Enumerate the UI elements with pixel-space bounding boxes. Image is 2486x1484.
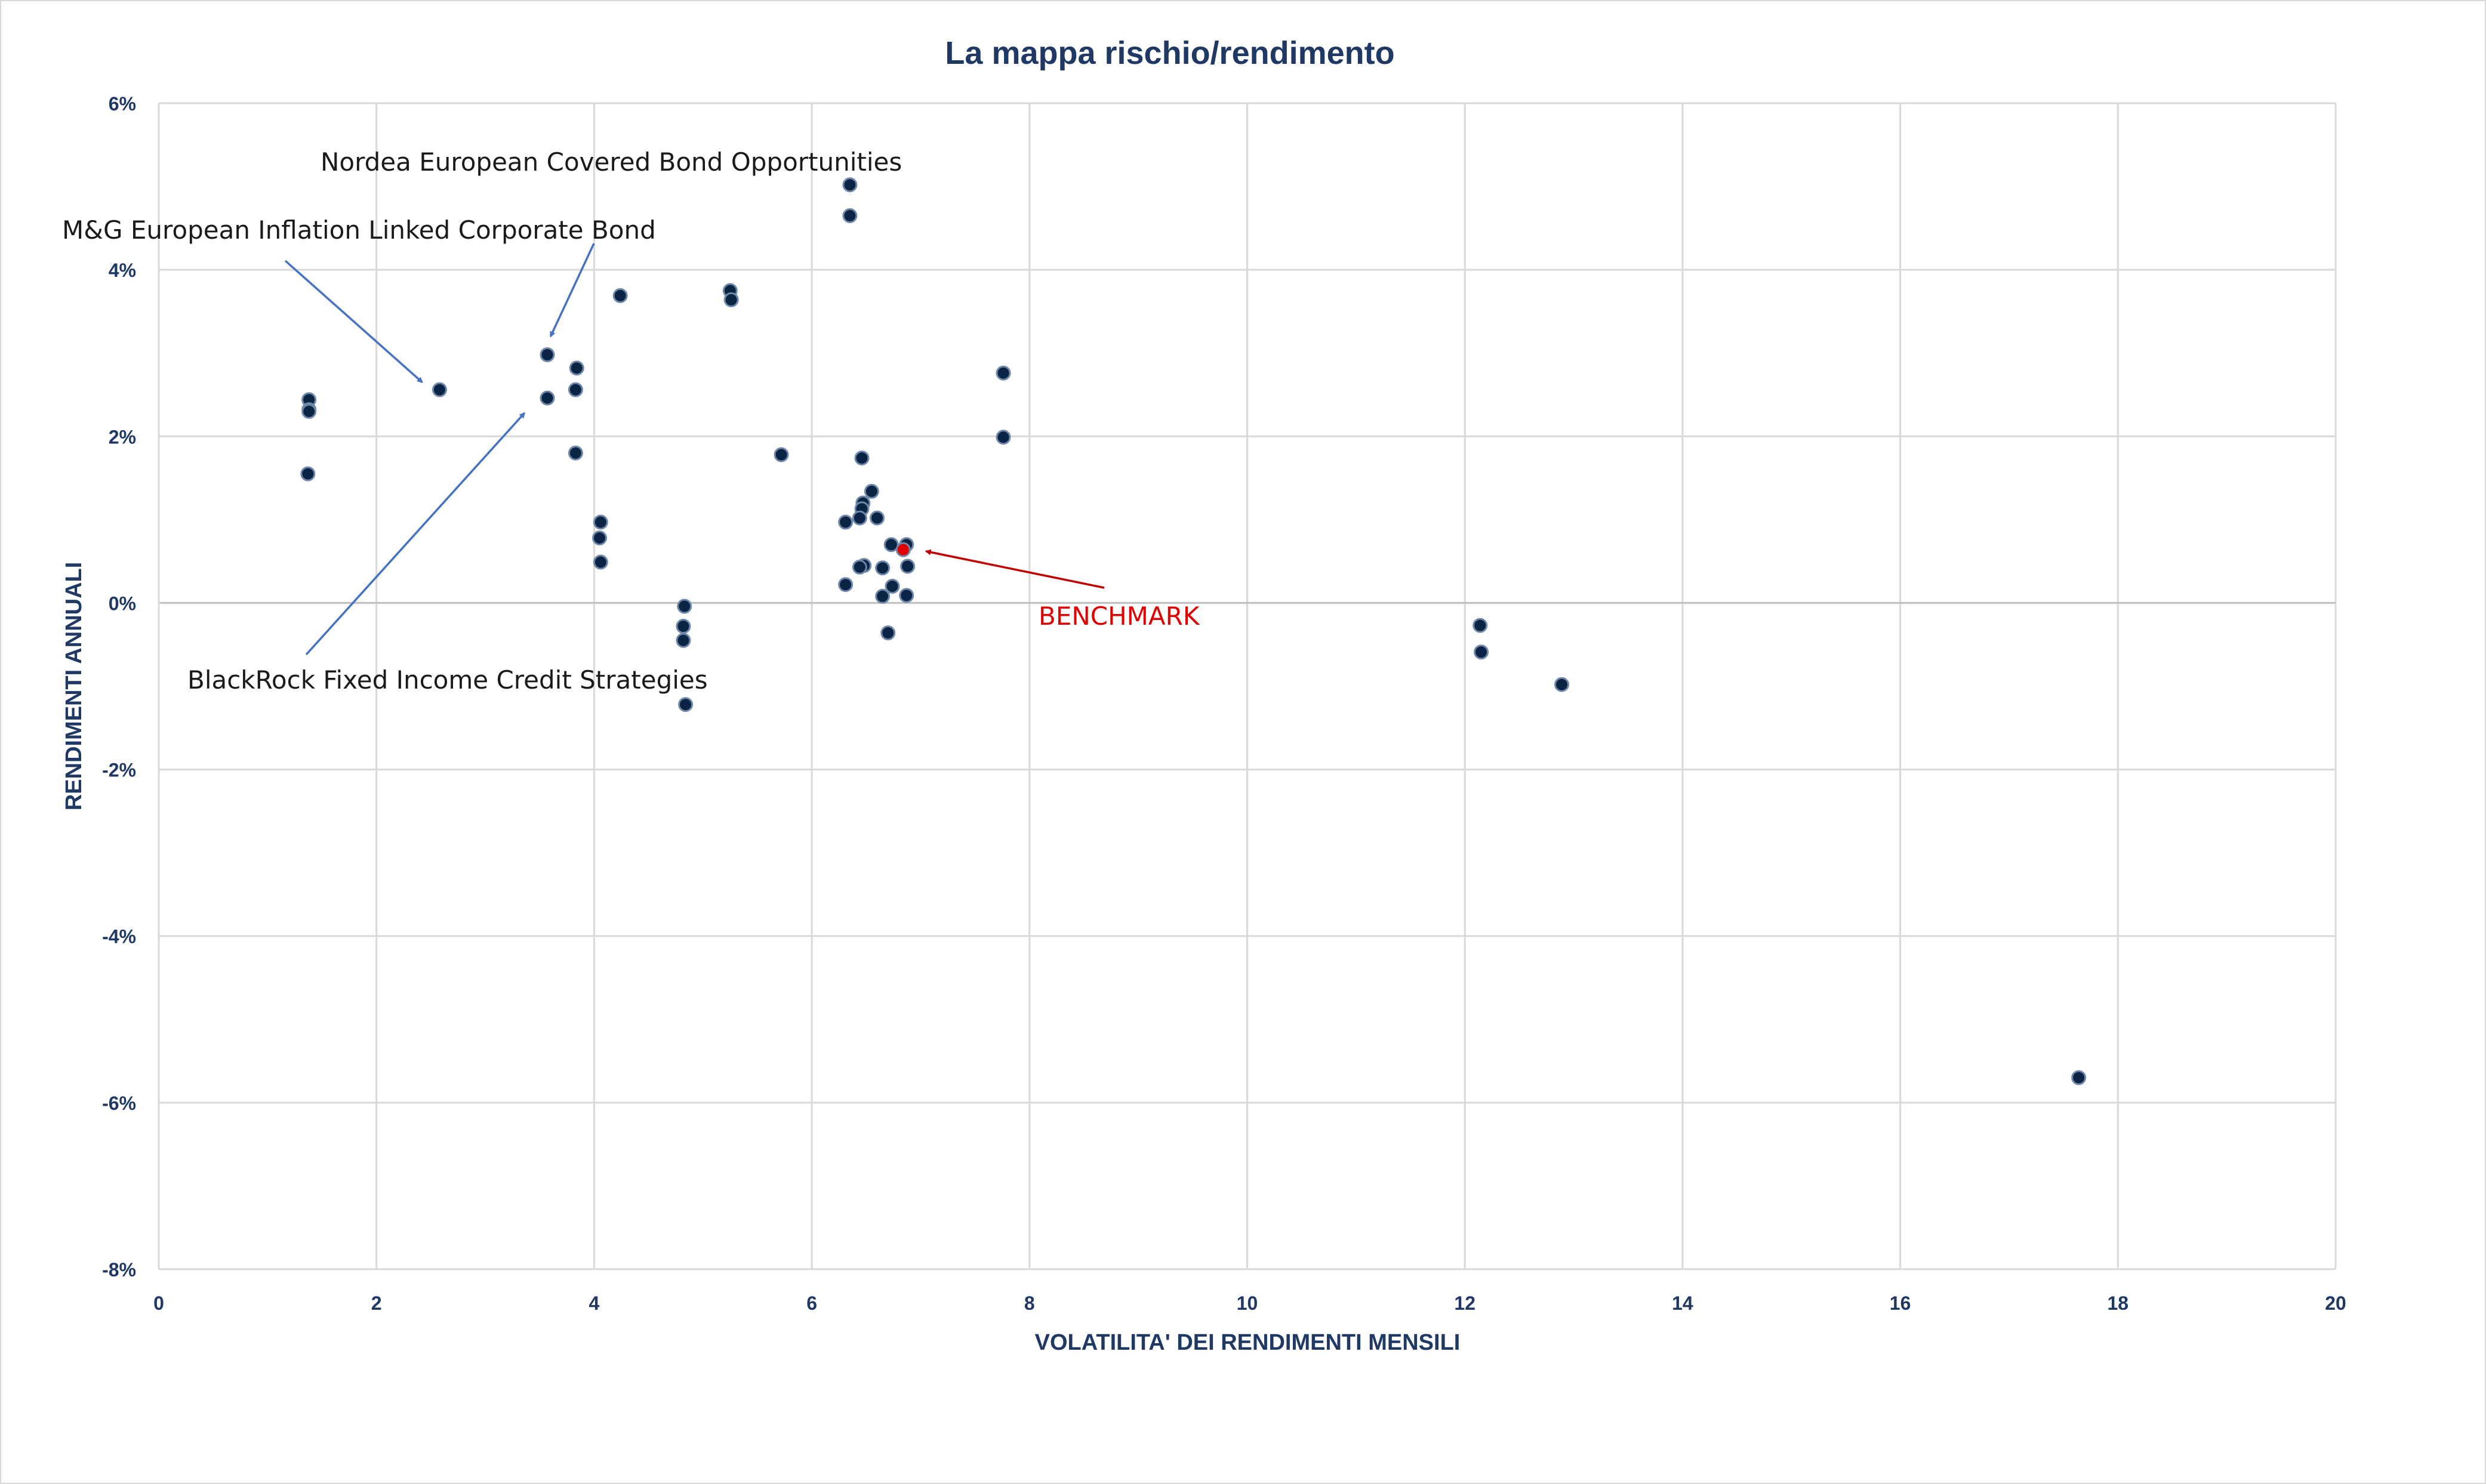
gridlines (158, 102, 2337, 1270)
data-point (1474, 644, 1489, 660)
data-point (852, 559, 867, 575)
annotation-arrow (925, 549, 1105, 589)
x-tick-label: 16 (1890, 1292, 1911, 1314)
tick-labels: 0 2 4 6 8 10 12 14 16 18 20 6% 4% 2% 0% -2% -4% -6% -8% (102, 93, 2346, 1314)
data-point (432, 382, 447, 397)
data-point (854, 451, 870, 466)
data-point (569, 360, 584, 376)
data-point (568, 382, 583, 397)
x-tick-label: 2 (371, 1292, 382, 1314)
chart-title: La mappa rischio/rendimento (945, 35, 1394, 71)
annotations: Nordea European Covered Bond Opportuniti… (62, 147, 1200, 695)
data-point (875, 588, 891, 604)
y-tick-label: -6% (102, 1093, 136, 1114)
data-point (540, 347, 555, 363)
data-points (300, 177, 2087, 1085)
y-tick-label: 2% (109, 426, 136, 448)
y-tick-label: 0% (109, 593, 136, 614)
data-point (852, 510, 867, 526)
x-tick-label: 0 (153, 1292, 164, 1314)
x-tick-label: 12 (1454, 1292, 1475, 1314)
data-point (300, 466, 316, 482)
data-point (593, 554, 608, 570)
data-point (838, 577, 854, 593)
data-point (870, 510, 885, 526)
data-point (2071, 1070, 2087, 1085)
data-point (899, 588, 914, 603)
y-tick-label: -4% (102, 926, 136, 948)
data-point (864, 483, 879, 499)
x-tick-label: 4 (589, 1292, 600, 1314)
data-point (593, 514, 608, 530)
data-point (612, 288, 628, 303)
x-tick-label: 18 (2108, 1292, 2129, 1314)
data-point (568, 445, 583, 461)
data-point (677, 598, 692, 614)
data-point (301, 403, 317, 419)
data-point (676, 619, 691, 634)
annotation-arrow (549, 243, 595, 338)
data-point (1554, 677, 1569, 692)
y-tick-label: -8% (102, 1259, 136, 1281)
data-point (678, 697, 694, 712)
data-point (900, 559, 916, 574)
data-point (676, 633, 691, 648)
y-axis-title: RENDIMENTI ANNUALI (61, 562, 87, 811)
data-point (540, 390, 555, 406)
data-point (1472, 618, 1488, 633)
data-point (885, 579, 900, 594)
data-point (996, 365, 1011, 381)
data-point (592, 530, 608, 546)
annotation-label: BENCHMARK (1039, 601, 1200, 631)
data-point (842, 177, 858, 193)
benchmark-point (895, 542, 911, 557)
data-point (774, 447, 789, 462)
x-tick-label: 14 (1672, 1292, 1693, 1314)
y-tick-label: 6% (109, 93, 136, 115)
annotation-arrow (284, 260, 423, 383)
annotation-arrow (305, 412, 526, 656)
x-tick-label: 6 (806, 1292, 817, 1314)
x-tick-label: 20 (2325, 1292, 2346, 1314)
data-point (880, 625, 896, 641)
data-point (838, 514, 854, 530)
annotation-label: M&G European Inflation Linked Corporate … (62, 215, 656, 245)
data-point (996, 430, 1011, 445)
x-tick-label: 10 (1237, 1292, 1258, 1314)
annotation-label: BlackRock Fixed Income Credit Strategies (187, 665, 708, 695)
data-point (842, 208, 858, 223)
annotation-label: Nordea European Covered Bond Opportuniti… (321, 147, 902, 177)
y-tick-label: 4% (109, 260, 136, 281)
data-point (723, 292, 739, 307)
x-tick-label: 8 (1024, 1292, 1035, 1314)
y-tick-label: -2% (102, 760, 136, 781)
data-point (875, 560, 891, 576)
x-axis-title: VOLATILITA' DEI RENDIMENTI MENSILI (1035, 1330, 1461, 1355)
